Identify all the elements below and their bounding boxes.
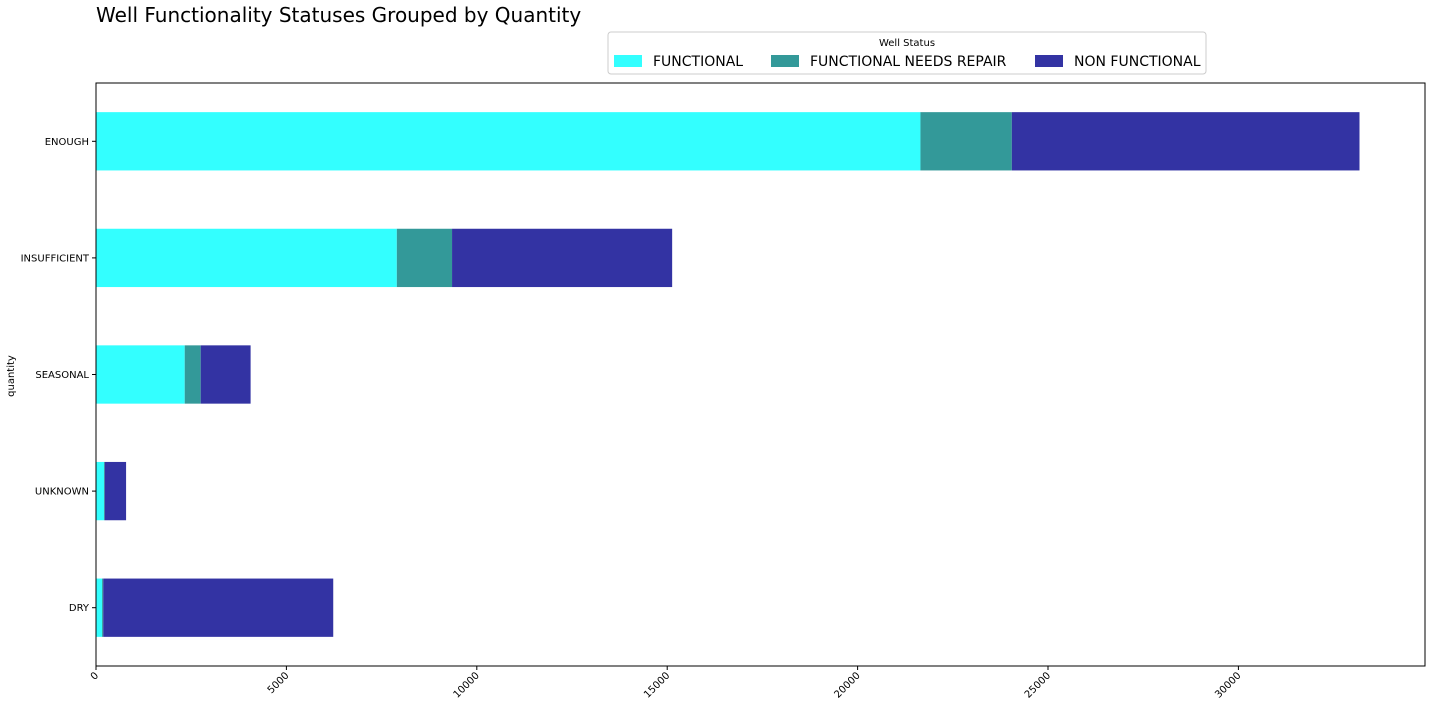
bar-seasonal-non-functional <box>200 345 251 404</box>
legend-swatch-functional-needs-repair <box>771 55 799 67</box>
bar-unknown-functional <box>96 461 104 521</box>
x-tick-label: 10000 <box>452 670 482 700</box>
bar-insufficient-functional <box>96 228 397 288</box>
y-tick-label: INSUFFICIENT <box>21 253 90 264</box>
bar-enough-non-functional <box>1011 112 1360 171</box>
bar-unknown-non-functional <box>104 461 127 521</box>
legend-swatch-non-functional <box>1035 55 1063 67</box>
bar-enough-functional <box>96 112 921 171</box>
bar-dry-functional <box>96 578 103 637</box>
bar-dry-functional-needs-repair <box>102 578 104 637</box>
bar-insufficient-non-functional <box>452 228 673 288</box>
y-tick-label: UNKNOWN <box>35 487 89 498</box>
bar-enough-functional-needs-repair <box>920 112 1012 171</box>
bar-seasonal-functional-needs-repair <box>184 345 201 404</box>
legend-label-functional: FUNCTIONAL <box>653 54 743 70</box>
y-tick-label: ENOUGH <box>45 137 89 148</box>
bar-dry-non-functional <box>103 578 334 637</box>
legend-title: Well Status <box>879 38 935 49</box>
x-tick-label: 25000 <box>1023 670 1053 700</box>
legend-label-functional-needs-repair: FUNCTIONAL NEEDS REPAIR <box>810 54 1007 70</box>
x-tick-label: 5000 <box>266 670 292 696</box>
x-tick-label: 20000 <box>832 670 862 700</box>
x-tick-label: 0 <box>89 670 101 682</box>
bar-insufficient-functional-needs-repair <box>396 228 453 288</box>
bar-unknown-functional-needs-repair <box>103 461 105 521</box>
legend: Well Status FUNCTIONAL FUNCTIONAL NEEDS R… <box>607 31 1207 75</box>
x-tick-label: 15000 <box>642 670 672 700</box>
legend-label-non-functional: NON FUNCTIONAL <box>1074 54 1201 70</box>
y-tick-label: SEASONAL <box>35 370 89 381</box>
x-tick-label: 30000 <box>1213 670 1243 700</box>
y-axis-label: quantity <box>6 355 17 397</box>
legend-swatch-functional <box>614 55 642 67</box>
bar-seasonal-functional <box>96 345 185 404</box>
chart-title: Well Functionality Statuses Grouped by Q… <box>96 3 581 27</box>
y-tick-label: DRY <box>69 603 90 614</box>
